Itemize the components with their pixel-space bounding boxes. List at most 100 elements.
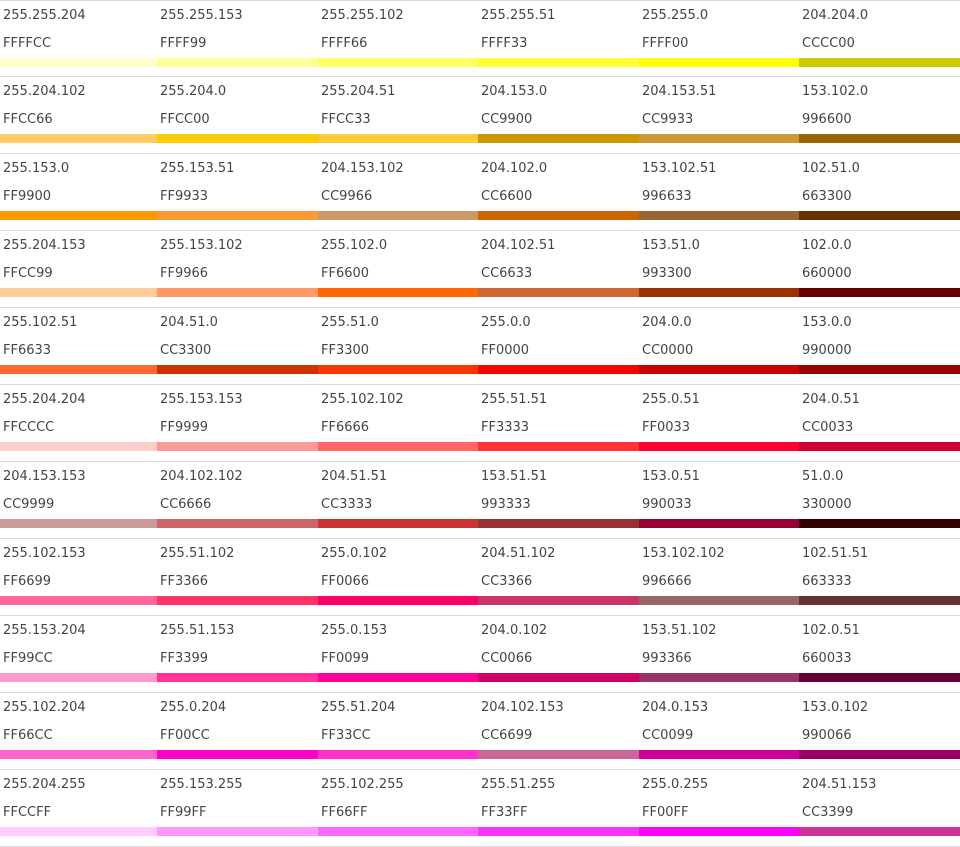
color-swatch[interactable]: 204.51.0 CC3300 [157, 308, 318, 384]
color-swatch[interactable]: 153.102.102 996666 [639, 539, 799, 615]
color-bar [478, 288, 639, 297]
color-swatch[interactable]: 204.51.153 CC3399 [799, 770, 960, 846]
rgb-value: 204.153.0 [481, 84, 548, 99]
color-bar [799, 442, 960, 451]
color-swatch[interactable]: 204.51.102 CC3366 [478, 539, 639, 615]
rgb-value: 51.0.0 [802, 469, 844, 484]
color-swatch[interactable]: 255.102.204 FF66CC [0, 693, 157, 769]
color-swatch[interactable]: 255.0.204 FF00CC [157, 693, 318, 769]
color-swatch[interactable]: 153.0.0 990000 [799, 308, 960, 384]
color-bar [157, 673, 318, 682]
color-swatch[interactable]: 255.0.51 FF0033 [639, 385, 799, 461]
color-swatch[interactable]: 204.153.51 CC9933 [639, 77, 799, 153]
color-bar [639, 519, 799, 528]
color-swatch[interactable]: 255.153.0 FF9900 [0, 154, 157, 230]
color-swatch[interactable]: 204.102.0 CC6600 [478, 154, 639, 230]
rgb-value: 153.102.102 [642, 546, 725, 561]
color-swatch[interactable]: 255.51.153 FF3399 [157, 616, 318, 692]
color-swatch[interactable]: 255.255.102 FFFF66 [318, 1, 478, 77]
color-swatch[interactable]: 204.0.153 CC0099 [639, 693, 799, 769]
color-swatch[interactable]: 204.204.0 CCCC00 [799, 1, 960, 77]
color-swatch[interactable]: 255.255.0 FFFF00 [639, 1, 799, 77]
color-swatch[interactable]: 102.0.0 660000 [799, 231, 960, 307]
color-swatch[interactable]: 255.102.51 FF6633 [0, 308, 157, 384]
color-swatch[interactable]: 255.153.255 FF99FF [157, 770, 318, 846]
color-swatch[interactable]: 153.102.51 996633 [639, 154, 799, 230]
rgb-value: 204.102.102 [160, 469, 243, 484]
color-swatch[interactable]: 102.51.0 663300 [799, 154, 960, 230]
color-swatch[interactable]: 102.0.51 660033 [799, 616, 960, 692]
rgb-value: 153.51.0 [642, 238, 700, 253]
color-swatch[interactable]: 153.0.102 990066 [799, 693, 960, 769]
color-swatch[interactable]: 255.255.51 FFFF33 [478, 1, 639, 77]
color-swatch[interactable]: 255.102.255 FF66FF [318, 770, 478, 846]
rgb-value: 102.51.0 [802, 161, 860, 176]
color-swatch[interactable]: 255.0.102 FF0066 [318, 539, 478, 615]
color-swatch[interactable]: 255.204.51 FFCC33 [318, 77, 478, 153]
color-swatch[interactable]: 255.102.153 FF6699 [0, 539, 157, 615]
color-swatch[interactable]: 255.153.51 FF9933 [157, 154, 318, 230]
hex-value: CC6666 [160, 497, 212, 512]
color-swatch[interactable]: 255.51.102 FF3366 [157, 539, 318, 615]
hex-value: FF9999 [160, 420, 209, 435]
rgb-value: 255.102.102 [321, 392, 404, 407]
color-bar [639, 365, 799, 374]
swatch-row: 255.153.0 FF9900 255.153.51 FF9933 204.153.1… [0, 154, 960, 231]
color-swatch[interactable]: 204.153.102 CC9966 [318, 154, 478, 230]
color-swatch[interactable]: 255.255.153 FFFF99 [157, 1, 318, 77]
color-bar [318, 519, 478, 528]
rgb-value: 255.204.102 [3, 84, 86, 99]
color-bar [799, 288, 960, 297]
hex-value: FF9966 [160, 266, 209, 281]
rgb-value: 204.102.0 [481, 161, 548, 176]
color-swatch[interactable]: 255.0.255 FF00FF [639, 770, 799, 846]
color-swatch[interactable]: 153.102.0 996600 [799, 77, 960, 153]
color-swatch[interactable]: 204.102.102 CC6666 [157, 462, 318, 538]
color-bar [478, 58, 639, 67]
color-swatch[interactable]: 255.0.0 FF0000 [478, 308, 639, 384]
color-swatch[interactable]: 204.102.153 CC6699 [478, 693, 639, 769]
color-swatch[interactable]: 255.204.255 FFCCFF [0, 770, 157, 846]
color-swatch[interactable]: 255.51.204 FF33CC [318, 693, 478, 769]
color-swatch[interactable]: 255.102.0 FF6600 [318, 231, 478, 307]
color-swatch[interactable]: 204.51.51 CC3333 [318, 462, 478, 538]
rgb-value: 255.255.0 [642, 8, 709, 23]
color-swatch[interactable]: 204.0.51 CC0033 [799, 385, 960, 461]
color-swatch[interactable]: 204.153.153 CC9999 [0, 462, 157, 538]
color-swatch[interactable]: 204.0.0 CC0000 [639, 308, 799, 384]
swatch-row: 204.153.153 CC9999 204.102.102 CC6666 204.51… [0, 462, 960, 539]
color-bar [157, 827, 318, 836]
color-swatch[interactable]: 204.0.102 CC0066 [478, 616, 639, 692]
color-swatch[interactable]: 51.0.0 330000 [799, 462, 960, 538]
color-swatch[interactable]: 204.102.51 CC6633 [478, 231, 639, 307]
rgb-value: 204.102.153 [481, 700, 564, 715]
color-swatch[interactable]: 255.255.204 FFFFCC [0, 1, 157, 77]
color-bar [0, 519, 157, 528]
color-swatch[interactable]: 153.51.0 993300 [639, 231, 799, 307]
hex-value: 996633 [642, 189, 692, 204]
color-swatch[interactable]: 255.102.102 FF6666 [318, 385, 478, 461]
hex-value: FF99CC [3, 651, 53, 666]
color-swatch[interactable]: 255.51.0 FF3300 [318, 308, 478, 384]
color-swatch[interactable]: 255.153.102 FF9966 [157, 231, 318, 307]
rgb-value: 255.102.51 [3, 315, 78, 330]
color-swatch[interactable]: 255.204.153 FFCC99 [0, 231, 157, 307]
color-swatch[interactable]: 255.204.0 FFCC00 [157, 77, 318, 153]
rgb-value: 255.153.102 [160, 238, 243, 253]
color-swatch[interactable]: 255.204.204 FFCCCC [0, 385, 157, 461]
color-swatch[interactable]: 255.204.102 FFCC66 [0, 77, 157, 153]
color-swatch[interactable]: 153.0.51 990033 [639, 462, 799, 538]
rgb-value: 153.102.0 [802, 84, 869, 99]
color-swatch[interactable]: 255.51.255 FF33FF [478, 770, 639, 846]
color-swatch[interactable]: 255.153.204 FF99CC [0, 616, 157, 692]
color-swatch[interactable]: 255.153.153 FF9999 [157, 385, 318, 461]
color-swatch[interactable]: 255.0.153 FF0099 [318, 616, 478, 692]
color-swatch[interactable]: 102.51.51 663333 [799, 539, 960, 615]
rgb-value: 255.102.153 [3, 546, 86, 561]
hex-value: FF0000 [481, 343, 530, 358]
color-swatch[interactable]: 153.51.51 993333 [478, 462, 639, 538]
color-swatch[interactable]: 153.51.102 993366 [639, 616, 799, 692]
color-bar [0, 596, 157, 605]
color-swatch[interactable]: 255.51.51 FF3333 [478, 385, 639, 461]
color-swatch[interactable]: 204.153.0 CC9900 [478, 77, 639, 153]
